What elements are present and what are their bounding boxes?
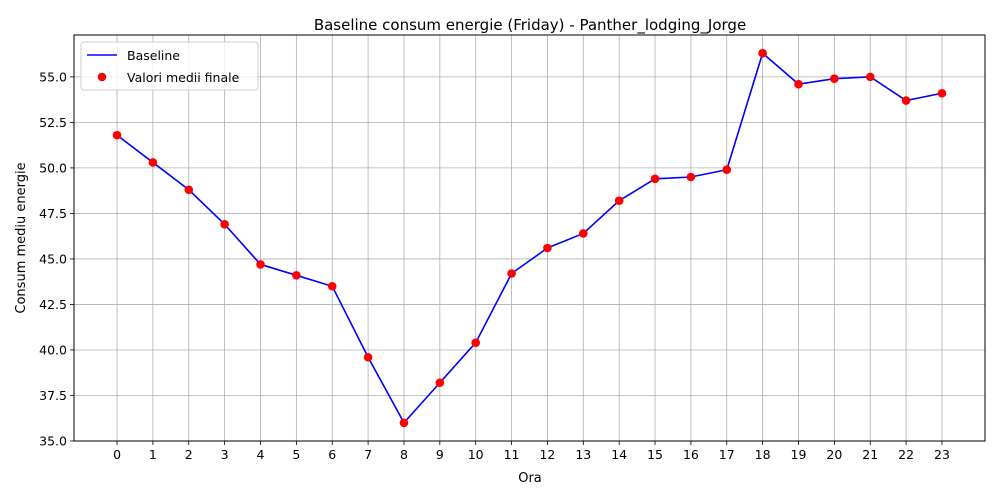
scatter-point — [184, 185, 194, 195]
x-tick-label: 16 — [683, 447, 699, 462]
x-tick-label: 6 — [328, 447, 336, 462]
x-tick-label: 10 — [468, 447, 484, 462]
y-tick-label: 50.0 — [39, 160, 67, 175]
x-tick-label: 2 — [185, 447, 193, 462]
scatter-point — [578, 229, 588, 238]
x-tick-label: 15 — [647, 447, 663, 462]
y-tick-label: 42.5 — [39, 297, 67, 312]
x-tick-label: 4 — [257, 447, 265, 462]
legend-label-valori-medii-finale: Valori medii finale — [127, 70, 240, 85]
chart-title: Baseline consum energie (Friday) - Panth… — [314, 16, 746, 35]
scatter-point — [865, 72, 875, 82]
scatter-point — [722, 165, 732, 175]
x-tick-label: 17 — [719, 447, 735, 462]
legend-box — [80, 41, 259, 91]
x-tick-label: 13 — [575, 447, 591, 462]
scatter-point — [614, 196, 624, 205]
x-tick-label: 14 — [611, 447, 627, 462]
legend: Baseline Valori medii finale — [80, 41, 259, 91]
x-tick-label: 5 — [292, 447, 300, 462]
scatter-point — [363, 352, 373, 362]
scatter-point — [399, 418, 409, 428]
scatter-point — [292, 271, 301, 280]
scatter-point — [901, 96, 911, 105]
x-tick-label: 9 — [436, 447, 444, 462]
y-axis-label: Consum mediu energie — [14, 162, 29, 313]
scatter-point — [686, 172, 696, 182]
scatter-point — [758, 48, 767, 58]
y-tick-label: 40.0 — [39, 342, 67, 357]
scatter-point — [220, 220, 229, 229]
y-tick-label: 55.0 — [39, 69, 67, 84]
x-tick-label: 11 — [504, 447, 520, 462]
y-tick-label: 52.5 — [39, 115, 67, 130]
x-tick-label: 23 — [934, 447, 950, 462]
x-tick-label: 1 — [149, 447, 157, 462]
x-axis-label: Ora — [518, 471, 542, 486]
x-tick-label: 19 — [791, 447, 807, 462]
x-tick-label: 18 — [755, 447, 771, 462]
scatter-point — [148, 158, 158, 167]
x-axis: 0 1 2 3 4 5 6 7 8 9 10 11 12 13 14 15 16 17 18 19 20 21 22 23 — [113, 441, 950, 462]
x-tick-label: 7 — [364, 447, 372, 462]
scatter-point — [794, 79, 803, 89]
y-tick-label: 37.5 — [39, 388, 67, 403]
legend-label-baseline: Baseline — [127, 48, 180, 63]
grid — [74, 35, 985, 442]
scatter-point — [327, 281, 337, 291]
scatter-point — [471, 338, 481, 347]
y-tick-label: 45.0 — [39, 251, 67, 266]
scatter-point — [112, 130, 122, 140]
x-tick-label: 3 — [221, 447, 229, 462]
scatter-point — [256, 260, 265, 269]
scatter-point — [937, 88, 947, 98]
x-tick-label: 21 — [862, 447, 878, 462]
x-tick-label: 0 — [113, 447, 121, 462]
scatter-point — [650, 174, 660, 184]
scatter-point — [507, 269, 516, 278]
y-tick-label: 35.0 — [39, 434, 67, 449]
x-tick-label: 22 — [898, 447, 914, 462]
y-axis: 35.0 37.5 40.0 42.5 45.0 47.5 50.0 52.5 55.0 — [39, 69, 74, 449]
scatter-point — [435, 378, 445, 388]
series-line-baseline — [116, 51, 943, 425]
scatter-point — [830, 74, 839, 83]
x-tick-label: 12 — [539, 447, 555, 462]
y-tick-label: 47.5 — [39, 206, 67, 221]
scatter-point — [543, 243, 552, 253]
plot-frame — [73, 34, 986, 442]
plot-area — [112, 48, 947, 428]
x-tick-label: 20 — [826, 447, 842, 462]
x-tick-label: 8 — [400, 447, 408, 462]
legend-dot-marker — [97, 72, 107, 82]
